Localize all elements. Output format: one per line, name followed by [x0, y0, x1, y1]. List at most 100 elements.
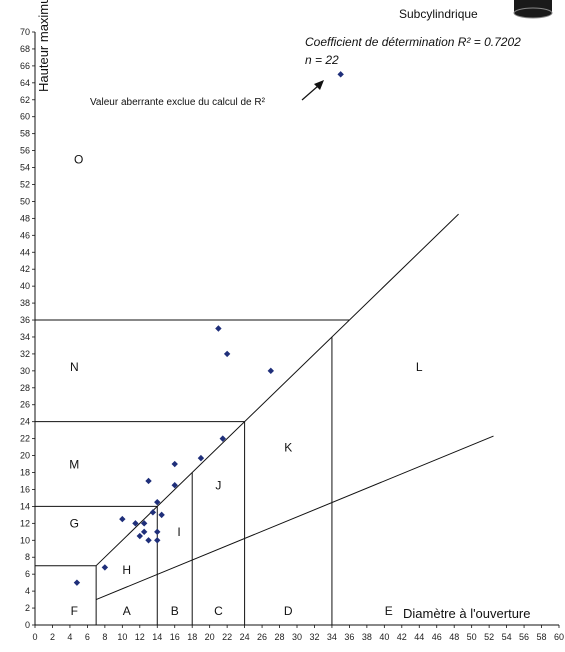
y-tick-label: 36 [20, 315, 30, 325]
r2-stat: Coefficient de détermination R² = 0.7202 [305, 35, 521, 49]
n-stat: n = 22 [305, 53, 339, 67]
data-point [132, 520, 139, 527]
zone-label: H [122, 563, 131, 577]
data-point [154, 498, 161, 506]
zone-label: B [171, 604, 179, 618]
y-tick-label: 30 [20, 366, 30, 376]
data-point [140, 528, 148, 536]
y-tick-label: 56 [20, 146, 30, 156]
data-point [145, 477, 152, 485]
y-tick-label: 0 [25, 620, 30, 630]
y-tick-label: 34 [20, 332, 30, 342]
zone-label: D [284, 604, 293, 618]
y-tick-label: 8 [25, 552, 30, 562]
x-tick-label: 18 [187, 632, 197, 642]
zone-label: L [416, 360, 423, 374]
y-tick-label: 60 [20, 112, 30, 122]
data-point [136, 532, 143, 540]
x-axis-title: Diamètre à l'ouverture [403, 606, 530, 621]
x-tick-label: 60 [554, 632, 564, 642]
zone-label: F [71, 604, 78, 618]
y-tick-label: 22 [20, 434, 30, 444]
x-tick-label: 46 [432, 632, 442, 642]
data-point [149, 509, 157, 516]
legend-label: Subcylindrique [399, 7, 478, 21]
y-tick-label: 40 [20, 281, 30, 291]
data-point [171, 482, 178, 489]
y-tick-label: 48 [20, 213, 30, 223]
y-tick-label: 12 [20, 518, 30, 528]
data-point [154, 537, 161, 544]
data-point [197, 454, 205, 462]
y-tick-label: 38 [20, 298, 30, 308]
y-tick-label: 58 [20, 129, 30, 139]
zone-label: K [284, 440, 292, 454]
y-tick-label: 54 [20, 163, 30, 173]
data-points [73, 71, 344, 586]
region-lines [35, 213, 494, 625]
zone-label: J [215, 478, 221, 492]
data-point [171, 460, 178, 468]
zone-label: M [69, 457, 79, 471]
tick-labels: 0246810121416182022242628303234363840424… [20, 27, 564, 642]
y-tick-label: 10 [20, 535, 30, 545]
data-point [119, 515, 126, 523]
data-point [73, 579, 81, 586]
y-tick-label: 68 [20, 44, 30, 54]
zone-label: I [177, 525, 180, 539]
x-tick-label: 52 [484, 632, 494, 642]
data-point [215, 325, 222, 332]
x-tick-label: 4 [67, 632, 72, 642]
x-tick-label: 30 [292, 632, 302, 642]
y-tick-label: 42 [20, 264, 30, 274]
y-tick-label: 26 [20, 400, 30, 410]
legend: Subcylindrique [399, 0, 553, 21]
x-tick-label: 50 [467, 632, 477, 642]
y-tick-label: 24 [20, 417, 30, 427]
zone-labels: O N M G F A B C D E H I J K L [69, 152, 423, 618]
y-axis-title: Hauteur maximum [36, 0, 51, 92]
data-point [154, 528, 161, 536]
y-tick-label: 32 [20, 349, 30, 359]
x-tick-label: 32 [309, 632, 319, 642]
x-tick-label: 16 [170, 632, 180, 642]
x-tick-label: 40 [379, 632, 389, 642]
x-tick-label: 48 [449, 632, 459, 642]
y-tick-label: 16 [20, 484, 30, 494]
y-tick-label: 4 [25, 586, 30, 596]
y-tick-label: 66 [20, 61, 30, 71]
x-tick-label: 42 [397, 632, 407, 642]
outlier-arrow-head [314, 80, 324, 90]
x-tick-label: 38 [362, 632, 372, 642]
outlier-arrow-line [301, 85, 319, 101]
x-tick-label: 44 [414, 632, 424, 642]
data-point [101, 564, 109, 571]
zone-label: A [123, 604, 131, 618]
outlier-note: Valeur aberrante exclue du calcul de R² [90, 97, 266, 108]
x-tick-label: 34 [327, 632, 337, 642]
x-tick-label: 56 [519, 632, 529, 642]
y-tick-label: 14 [20, 501, 30, 511]
data-point [219, 435, 226, 442]
axes [34, 32, 559, 626]
x-tick-label: 0 [32, 632, 37, 642]
region-boundary-line [95, 435, 494, 601]
x-tick-label: 36 [344, 632, 354, 642]
data-point [223, 350, 231, 358]
data-point [158, 511, 165, 519]
subcylindrique-swatch-icon [513, 0, 553, 19]
x-tick-label: 20 [205, 632, 215, 642]
y-tick-label: 20 [20, 451, 30, 461]
y-tick-label: 52 [20, 179, 30, 189]
data-point [145, 537, 152, 544]
zone-label: C [214, 604, 223, 618]
data-point [267, 367, 274, 375]
x-tick-label: 24 [240, 632, 250, 642]
x-tick-label: 26 [257, 632, 267, 642]
y-tick-label: 70 [20, 27, 30, 37]
region-boundary-line [95, 213, 459, 567]
x-tick-label: 58 [537, 632, 547, 642]
zone-label: O [74, 152, 83, 166]
x-tick-label: 6 [85, 632, 90, 642]
